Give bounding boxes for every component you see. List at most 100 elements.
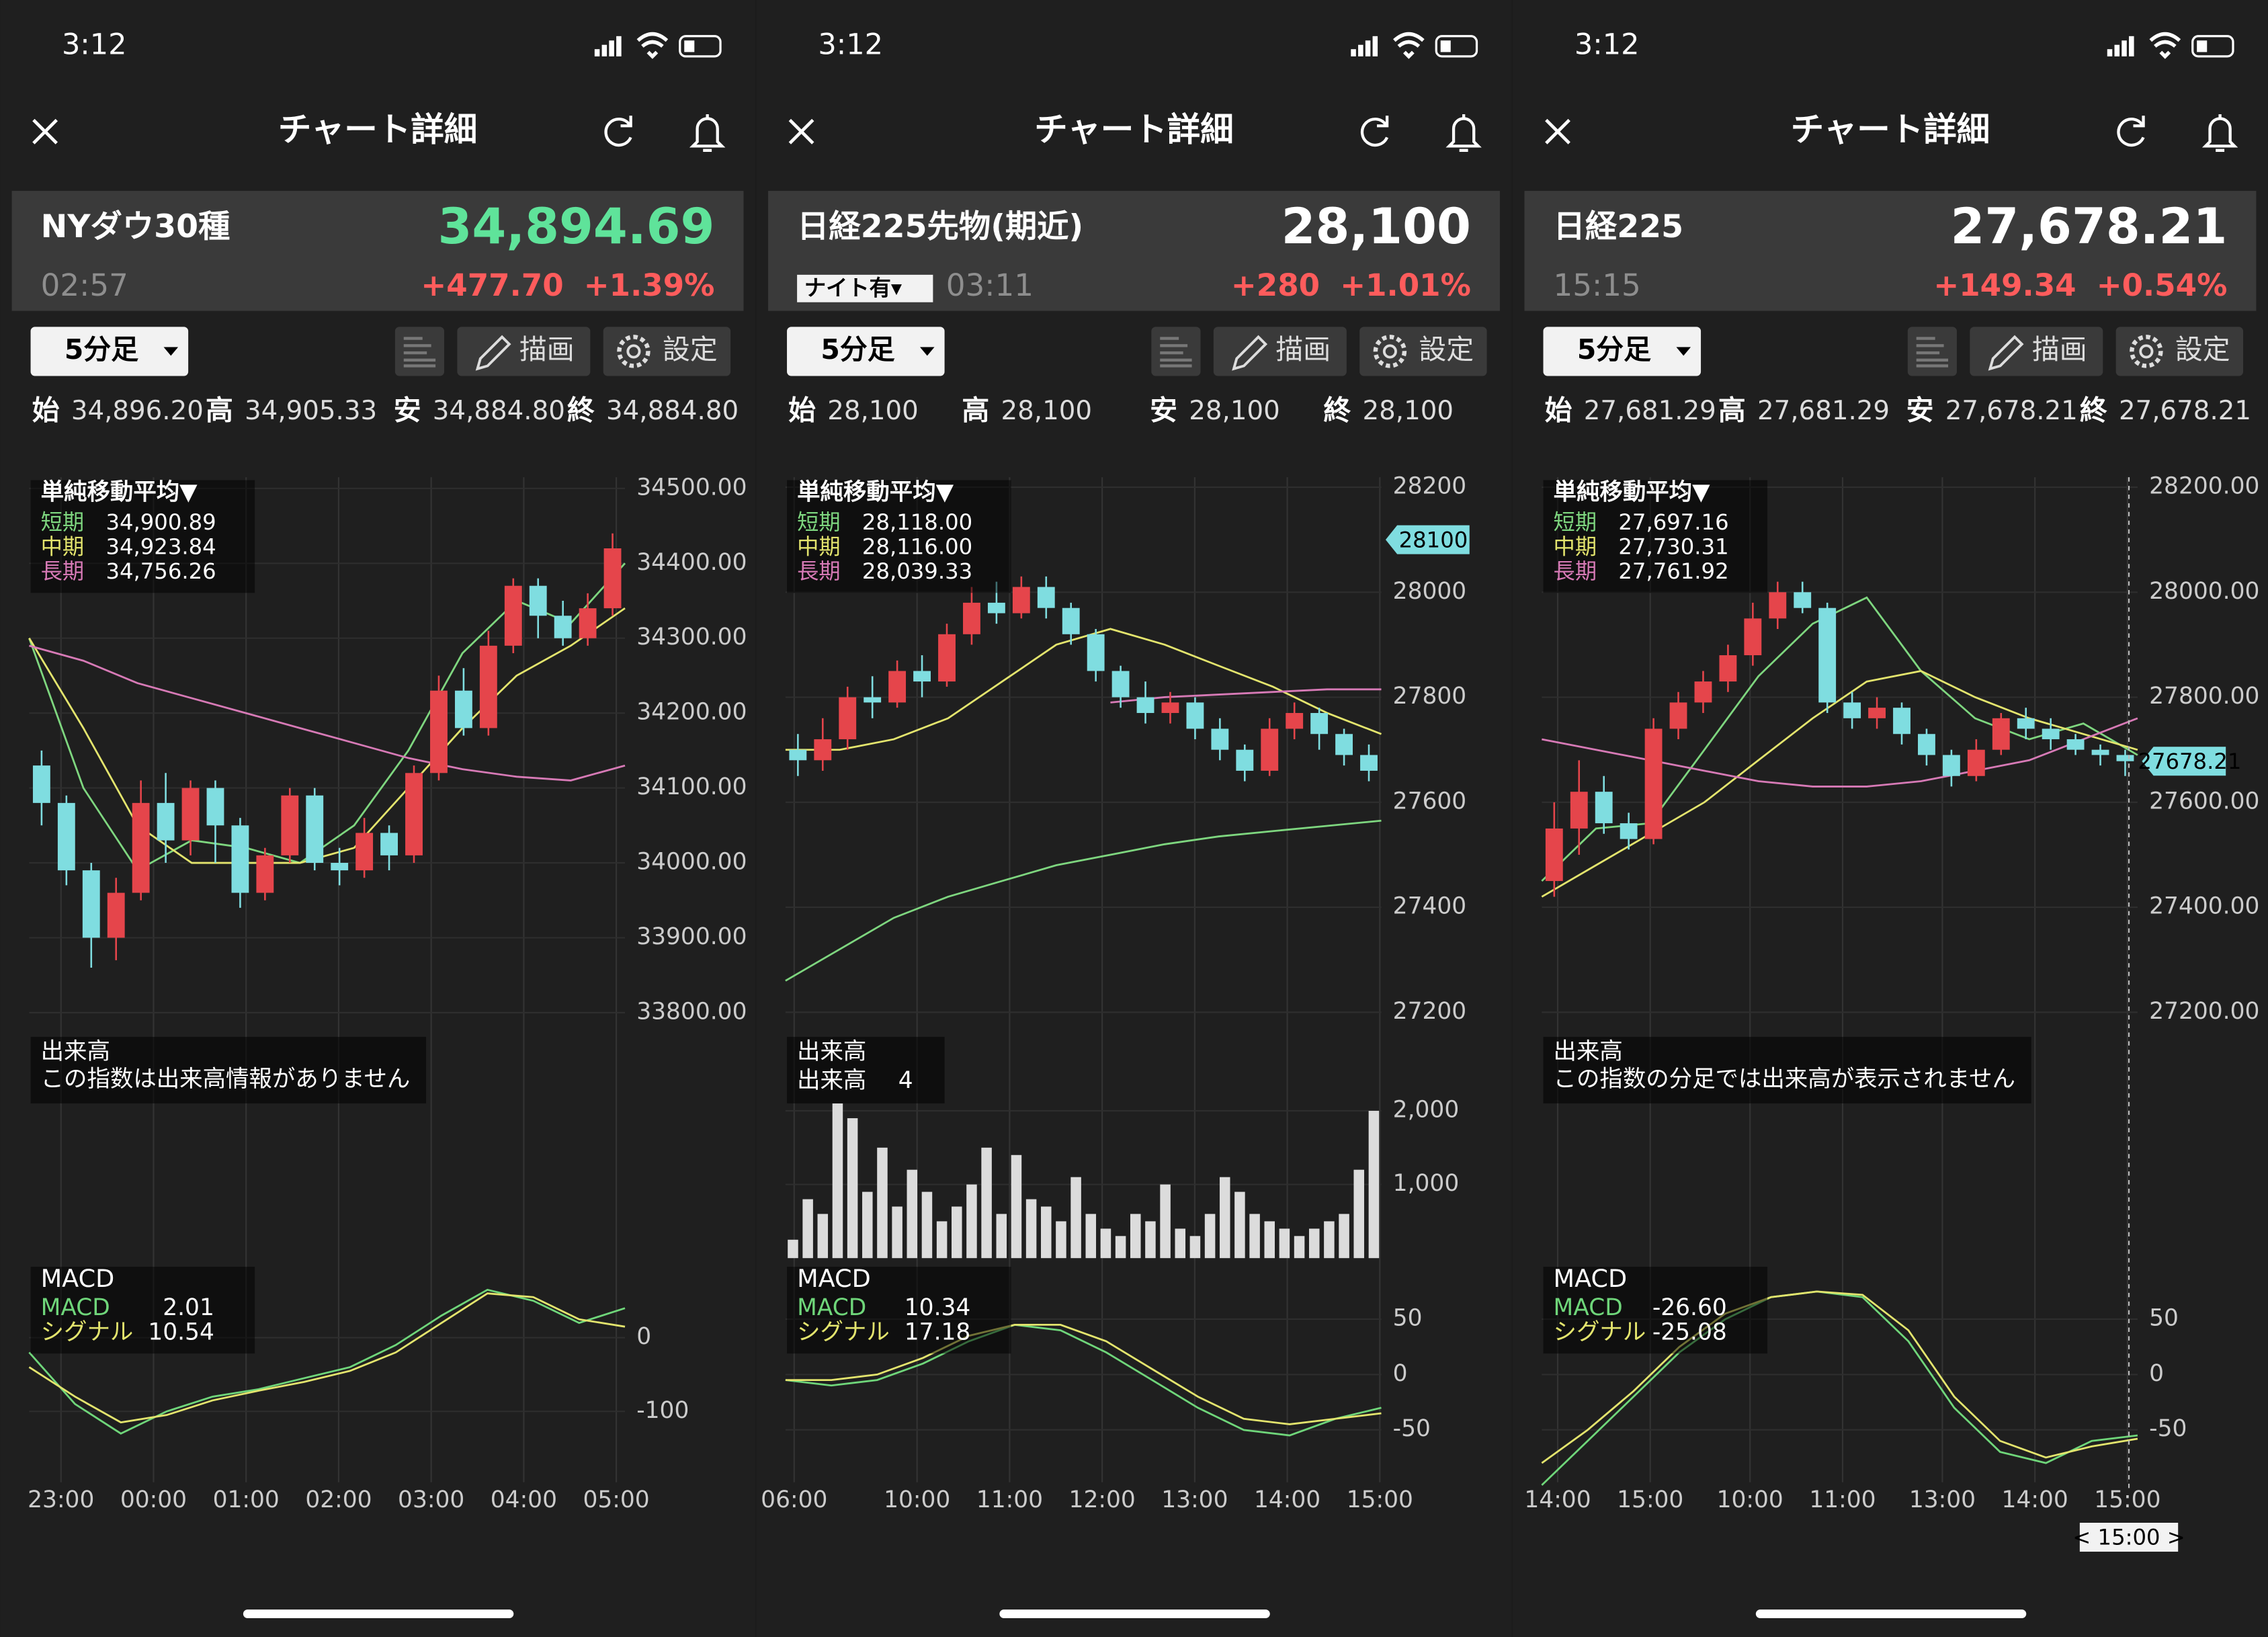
ohlc-label: 安	[394, 394, 421, 426]
gear-hole	[626, 344, 641, 359]
signal-bar	[2114, 44, 2120, 56]
legend-value: 34,900.89	[106, 509, 216, 535]
y-tick-label: 27200.00	[2149, 998, 2259, 1025]
refresh-button[interactable]	[2117, 116, 2145, 147]
alert-button[interactable]	[2201, 114, 2238, 152]
candle-body	[529, 585, 547, 616]
wifi-icon	[636, 32, 669, 59]
interval-dropdown[interactable]	[787, 327, 945, 376]
draw-label: 描画	[1275, 333, 1331, 366]
volume-bar	[862, 1191, 873, 1259]
refresh-button[interactable]	[1360, 116, 1389, 147]
ohlc-label: 安	[1906, 394, 1934, 426]
nav-title: チャート詳細	[1791, 110, 1990, 149]
ohlc-value: 28,100	[1001, 396, 1092, 426]
ohlc-value: 34,884.80	[433, 396, 565, 426]
candle-body	[1111, 671, 1130, 698]
dropdown-arrow	[163, 347, 179, 356]
list-button[interactable]	[1907, 327, 1957, 376]
legend-name: シグナル	[41, 1319, 134, 1346]
list-button[interactable]	[1151, 327, 1201, 376]
x-tick-label: 12:00	[1069, 1486, 1136, 1513]
candle-body	[57, 802, 75, 871]
nav-title: チャート詳細	[278, 110, 477, 149]
close-button[interactable]	[1545, 118, 1570, 144]
battery-level	[684, 40, 695, 52]
battery-icon	[1435, 35, 1478, 58]
interval-dropdown[interactable]	[30, 327, 189, 376]
candle-body	[1992, 718, 2010, 750]
volume-bar	[1294, 1236, 1305, 1259]
legend-name: 短期	[41, 509, 85, 535]
interval-dropdown[interactable]	[1543, 327, 1702, 376]
volume-bar	[1264, 1221, 1275, 1259]
volume-bar	[1249, 1214, 1260, 1259]
gear-icon	[1373, 335, 1407, 368]
volume-bar	[1085, 1214, 1097, 1259]
legend-value: 28,039.33	[862, 558, 972, 584]
signal-bar	[609, 40, 614, 56]
volume-bar	[1368, 1111, 1380, 1259]
x-tick-label: 06:00	[761, 1486, 827, 1513]
x-tick-label: 10:00	[884, 1486, 950, 1513]
battery-level	[1440, 40, 1451, 52]
volume-message: この指数は出来高情報がありません	[41, 1066, 411, 1093]
candle-body	[987, 602, 1005, 614]
volume-bar	[1025, 1199, 1037, 1259]
sma-legend-title[interactable]: 単純移動平均▼	[41, 478, 198, 505]
volume-title: 出来高	[41, 1038, 110, 1065]
quote-box	[1524, 191, 2257, 311]
candle-body	[1161, 702, 1179, 713]
volume-bar	[1041, 1206, 1052, 1259]
candle-body	[1794, 592, 1812, 608]
candle-body	[2091, 749, 2109, 755]
legend-value: 10.54	[148, 1319, 214, 1346]
refresh-button[interactable]	[604, 116, 632, 147]
ohlc-value: 28,100	[1363, 396, 1454, 426]
gear-icon	[617, 335, 650, 368]
ohlc-value: 34,905.33	[245, 396, 377, 426]
close-button[interactable]	[788, 118, 814, 144]
settings-label: 設定	[2175, 333, 2230, 366]
battery-level	[2197, 40, 2208, 52]
candle-body	[1669, 702, 1687, 729]
nav-title: チャート詳細	[1034, 110, 1233, 149]
candle-body	[454, 690, 472, 728]
volume-legend-box	[787, 1036, 945, 1103]
sma-legend-title[interactable]: 単純移動平均▼	[797, 478, 954, 505]
candle-body	[963, 602, 980, 634]
candle-body	[1062, 607, 1080, 634]
series-line	[1541, 596, 2138, 882]
volume-bar	[1070, 1177, 1081, 1259]
volume-bar	[802, 1199, 813, 1259]
volume-bar	[907, 1169, 918, 1259]
cursor-label: < 15:00 >	[2072, 1525, 2185, 1550]
home-indicator	[243, 1609, 514, 1619]
last-price: 34,894.69	[438, 198, 715, 255]
home-indicator	[999, 1609, 1270, 1619]
pencil-icon	[475, 335, 511, 371]
list-button[interactable]	[394, 327, 445, 376]
draw-label: 描画	[2032, 333, 2087, 366]
volume-bar	[1308, 1228, 1320, 1259]
x-tick-label: 15:00	[1347, 1486, 1413, 1513]
volume-bar	[1234, 1191, 1245, 1259]
series-line	[785, 819, 1382, 982]
legend-name: 短期	[1554, 509, 1597, 535]
candle-body	[1694, 681, 1712, 703]
candle-body	[1570, 792, 1588, 829]
sma-legend-title[interactable]: 単純移動平均▼	[1554, 478, 1711, 505]
symbol-name: 日経225先物(期近)	[797, 208, 1083, 245]
night-badge[interactable]	[797, 274, 933, 302]
y-tick-label: 27800.00	[2149, 683, 2259, 710]
alert-button[interactable]	[689, 114, 726, 152]
volume-bar	[1160, 1184, 1171, 1259]
last-price: 27,678.21	[1950, 198, 2227, 255]
close-button[interactable]	[32, 118, 58, 144]
alert-button[interactable]	[1445, 114, 1482, 152]
price-tag-label: 28100	[1399, 527, 1468, 552]
volume-bar	[892, 1206, 902, 1259]
volume-legend-value: 4	[898, 1067, 913, 1094]
volume-bar	[1115, 1236, 1126, 1259]
